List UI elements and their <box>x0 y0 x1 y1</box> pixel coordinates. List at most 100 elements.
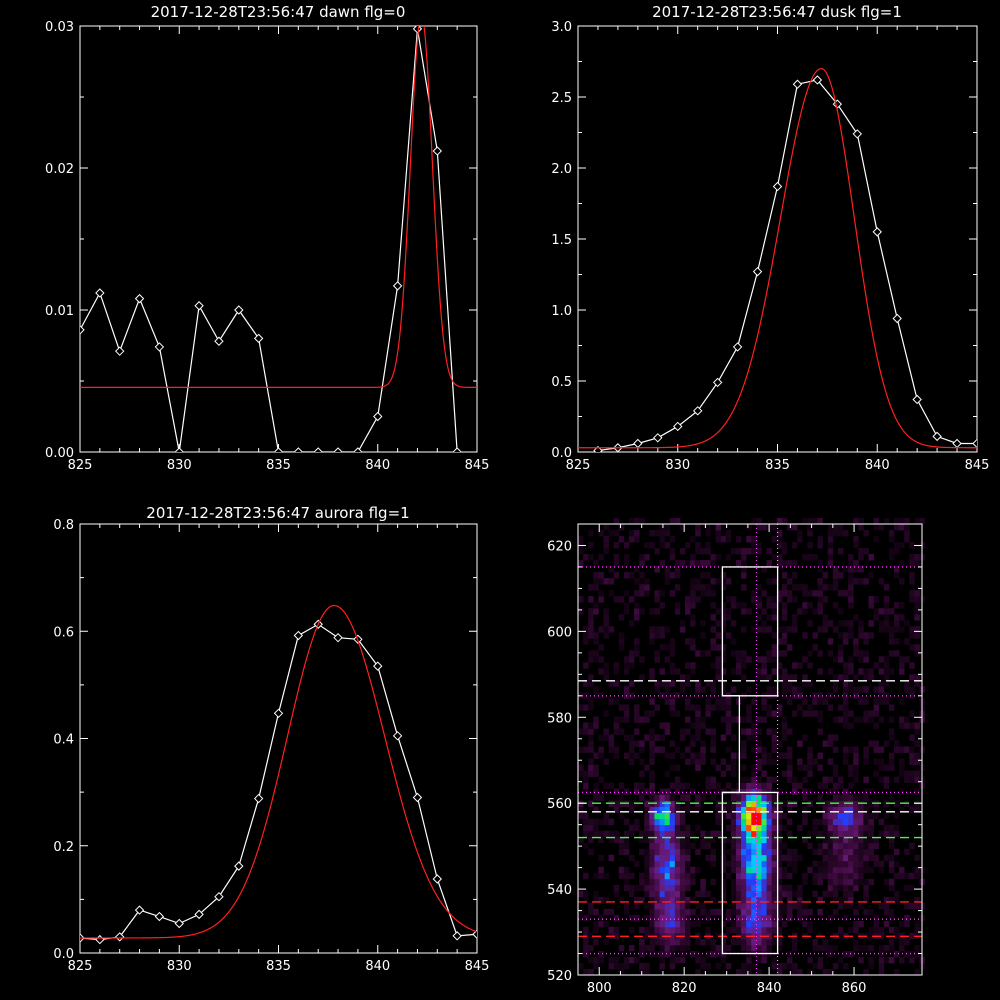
heatmap-cell <box>674 890 681 898</box>
heatmap-cell <box>735 884 742 892</box>
heatmap-cell <box>603 626 609 633</box>
heatmap-cell <box>583 680 589 687</box>
heatmap-cell <box>598 896 604 904</box>
heatmap-cell <box>659 872 666 880</box>
heatmap-cell <box>878 860 885 868</box>
heatmap-cell <box>674 692 681 699</box>
heatmap-cell <box>603 620 609 627</box>
heatmap-cell <box>761 902 767 910</box>
heatmap-cell <box>628 536 635 543</box>
heatmap-cell <box>664 812 671 820</box>
heatmap-cell <box>583 722 589 729</box>
heatmap-cell <box>669 896 676 904</box>
heatmap-cell <box>761 812 767 820</box>
heatmap-cell <box>832 782 839 789</box>
heatmap-cell <box>771 746 778 753</box>
heatmap-cell <box>904 884 910 892</box>
heatmap-cell <box>685 596 691 603</box>
heatmap-cell <box>786 728 793 735</box>
heatmap-cell <box>720 686 727 693</box>
heatmap-cell <box>822 584 829 591</box>
heatmap-cell <box>817 590 824 597</box>
heatmap-cell <box>725 872 732 880</box>
heatmap-cell <box>603 830 609 838</box>
heatmap-cell <box>837 932 844 940</box>
heatmap-cell <box>827 872 834 880</box>
heatmap-cell <box>654 830 660 838</box>
heatmap-cell <box>827 524 834 531</box>
heatmap-cell <box>751 824 757 832</box>
heatmap-cell <box>746 902 752 910</box>
heatmap-cell <box>832 764 839 771</box>
heatmap-cell <box>618 896 625 904</box>
heatmap-cell <box>628 572 635 579</box>
heatmap-cell <box>827 530 834 537</box>
heatmap-cell <box>756 836 762 844</box>
heatmap-cell <box>649 734 655 741</box>
heatmap-cell <box>649 638 655 645</box>
x-tick-label: 845 <box>465 458 490 473</box>
heatmap-cell <box>710 860 716 868</box>
heatmap-cell <box>664 644 671 651</box>
heatmap-cell <box>868 800 874 808</box>
heatmap-cell <box>863 794 869 802</box>
heatmap-cell <box>797 536 803 543</box>
heatmap-cell <box>776 872 783 880</box>
heatmap-cell <box>756 584 762 591</box>
heatmap-cell <box>837 620 844 627</box>
heatmap-cell <box>669 812 676 820</box>
heatmap-cell <box>659 668 666 675</box>
heatmap-cell <box>664 920 671 928</box>
heatmap-cell <box>792 902 798 910</box>
heatmap-cell <box>669 704 676 711</box>
heatmap-cell <box>583 818 589 826</box>
heatmap-cell <box>761 830 767 838</box>
heatmap-cell <box>644 710 650 717</box>
y-tick-label: 0.00 <box>45 446 74 461</box>
heatmap-cell <box>837 872 844 880</box>
heatmap-cell <box>883 740 890 747</box>
heatmap-cell <box>593 920 599 928</box>
heatmap-cell <box>649 836 655 844</box>
heatmap-cell <box>914 806 920 814</box>
heatmap-cell <box>914 872 920 880</box>
heatmap-cell <box>578 836 584 844</box>
heatmap-cell <box>588 758 594 765</box>
heatmap-cell <box>639 794 645 802</box>
heatmap-cell <box>644 932 650 940</box>
heatmap-cell <box>746 860 752 868</box>
heatmap-cell <box>766 848 773 856</box>
heatmap-cell <box>583 632 589 639</box>
heatmap-cell <box>883 674 890 681</box>
heatmap-cell <box>644 926 650 934</box>
heatmap-cell <box>588 740 594 747</box>
heatmap-cell <box>858 686 864 693</box>
heatmap-cell <box>735 890 742 898</box>
heatmap-cell <box>899 524 905 531</box>
heatmap-cell <box>603 812 609 820</box>
heatmap-cell <box>664 818 671 826</box>
heatmap-cell <box>618 842 625 850</box>
heatmap-cell <box>720 758 727 765</box>
heatmap-cell <box>858 872 864 880</box>
heatmap-cell <box>761 674 767 681</box>
heatmap-cell <box>690 578 696 585</box>
heatmap-cell <box>761 524 767 531</box>
heatmap-cell <box>756 920 762 928</box>
heatmap-cell <box>812 938 818 946</box>
heatmap-cell <box>914 854 920 862</box>
heatmap-cell <box>822 944 829 952</box>
heatmap-cell <box>771 860 778 868</box>
heatmap-cell <box>644 716 650 723</box>
heatmap-cell <box>893 812 900 820</box>
heatmap-cell <box>832 824 839 832</box>
heatmap-cell <box>776 896 783 904</box>
heatmap-cell <box>843 746 849 753</box>
heatmap-cell <box>817 716 824 723</box>
heatmap-cell <box>878 764 885 771</box>
heatmap-cell <box>710 794 716 802</box>
heatmap-cell <box>598 668 604 675</box>
heatmap-cell <box>679 842 686 850</box>
heatmap-cell <box>771 884 778 892</box>
heatmap-cell <box>634 704 640 711</box>
